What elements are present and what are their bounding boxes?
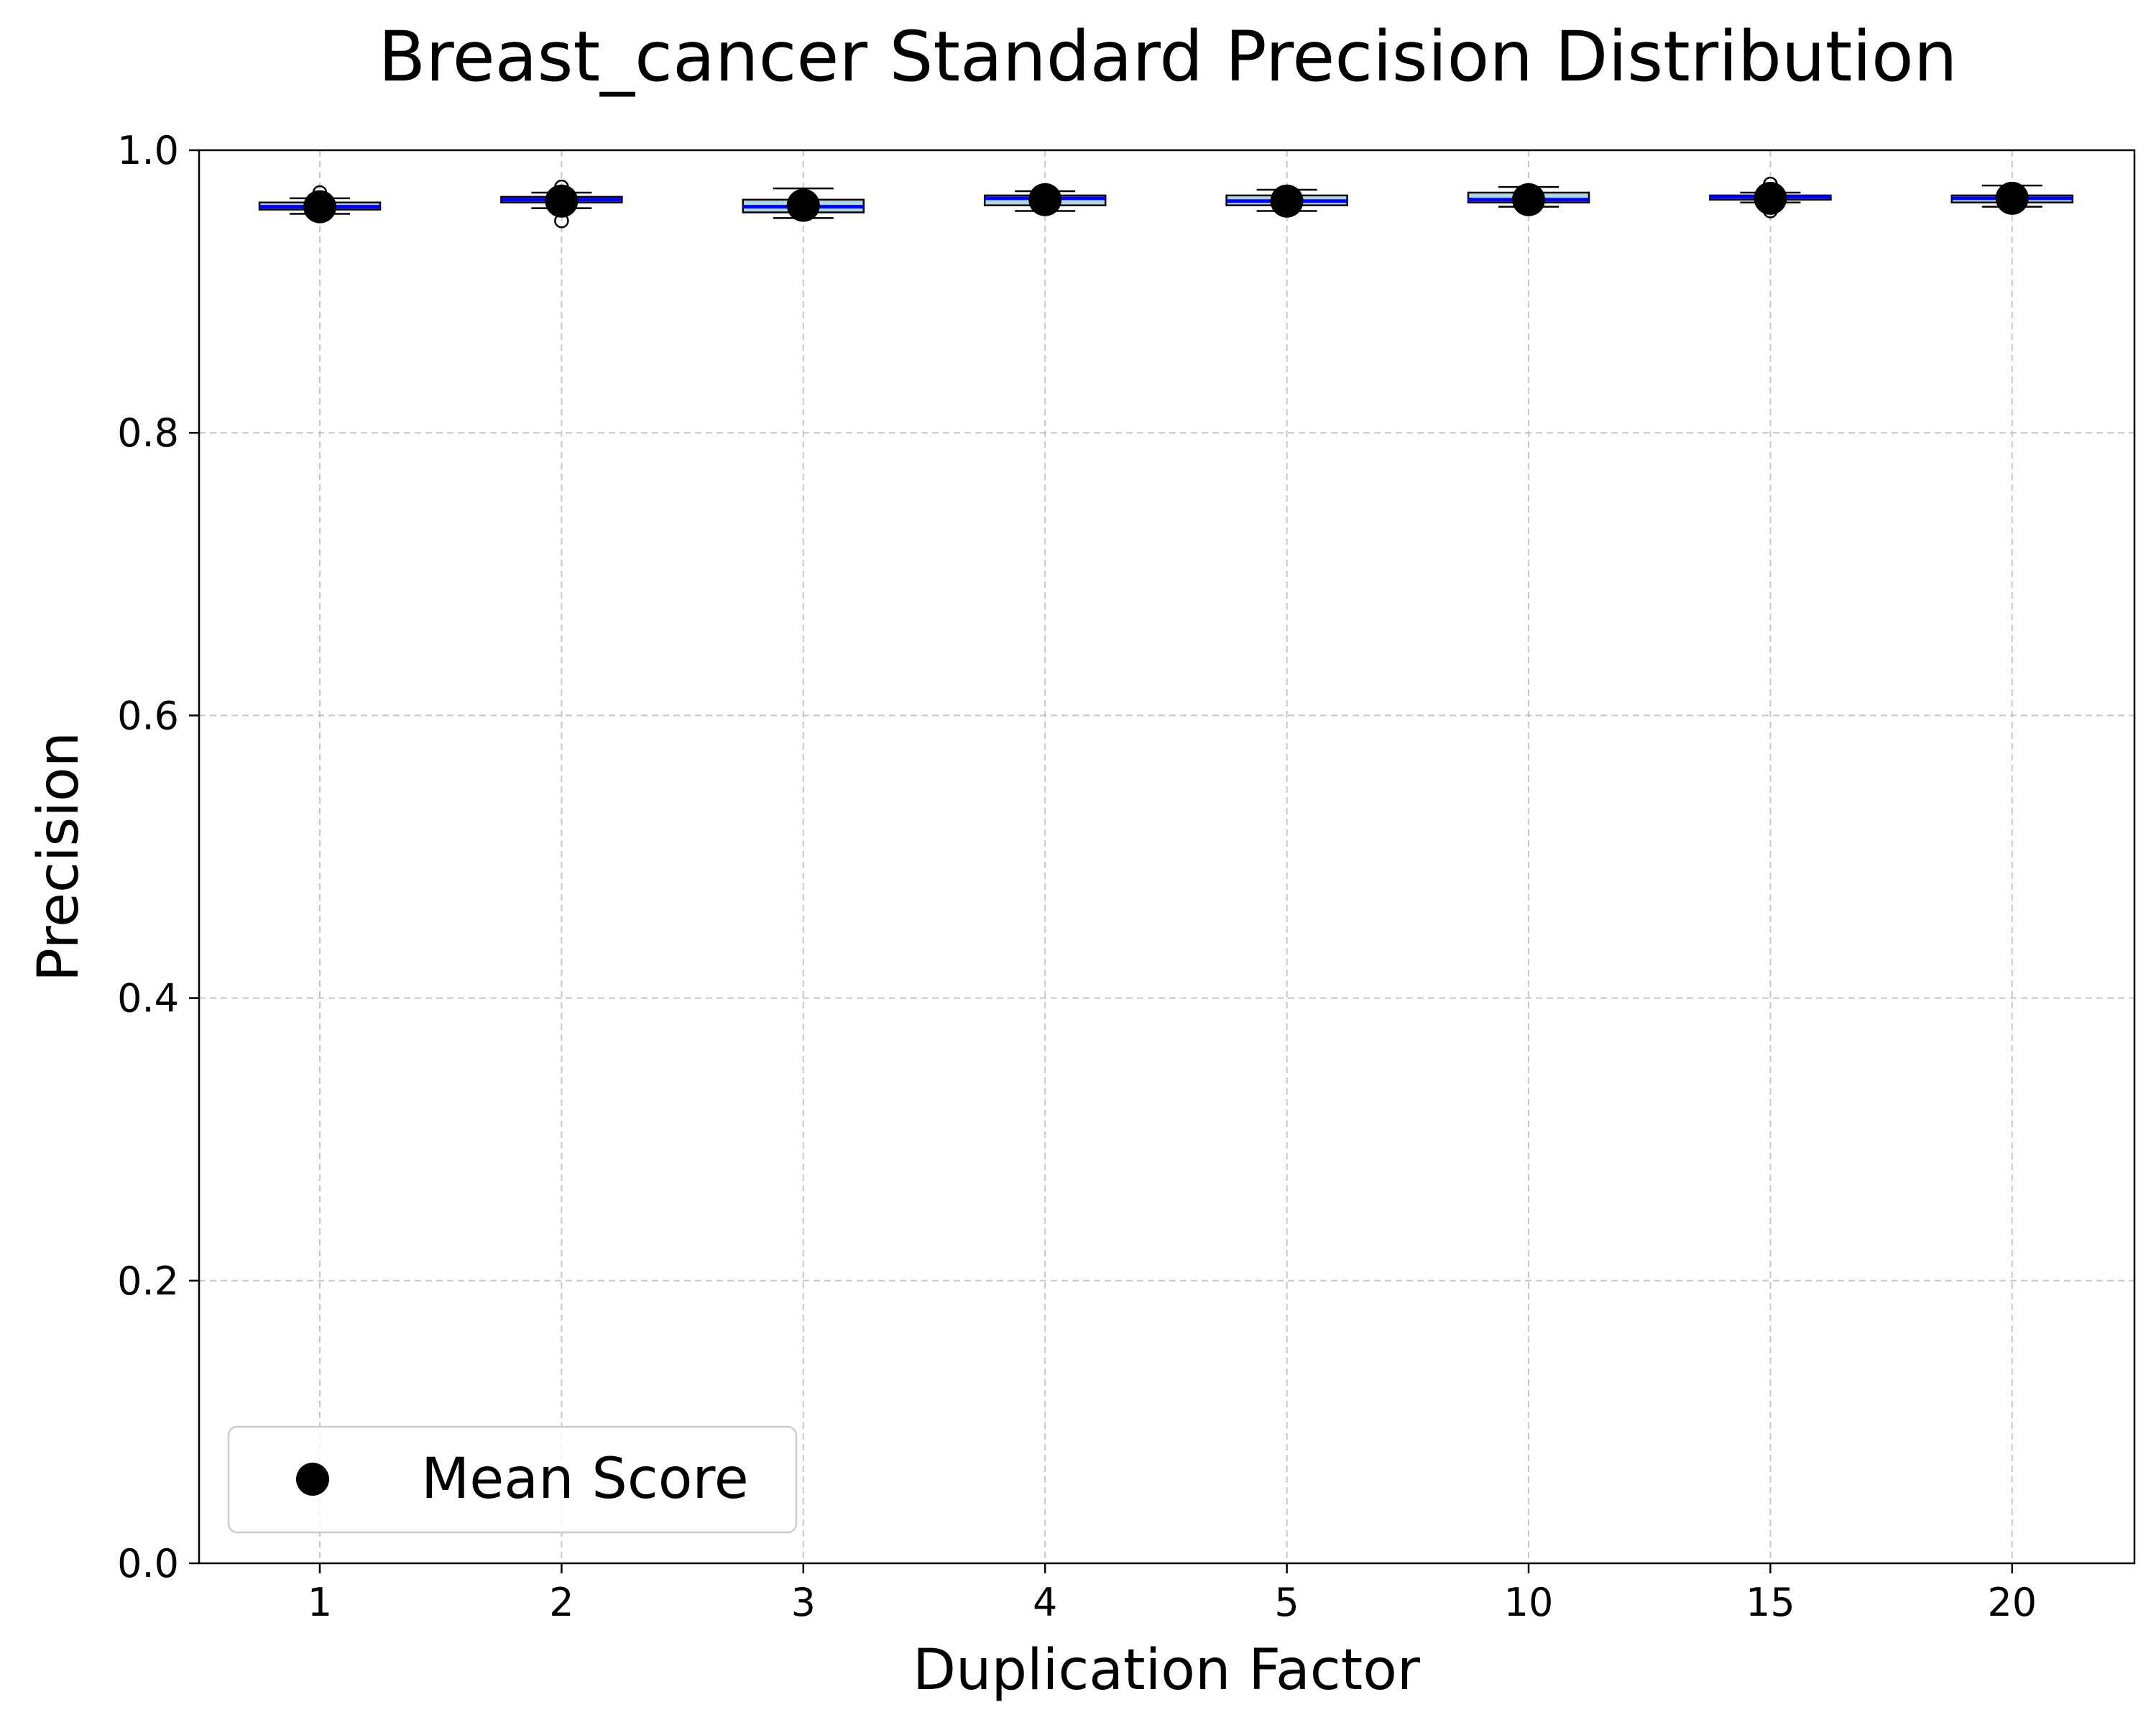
box-group-20 (1950, 181, 2074, 215)
x-tick-label: 1 (308, 1580, 332, 1625)
legend-frame (227, 1425, 798, 1534)
box-group-5 (1225, 184, 1348, 218)
box-layer (258, 176, 2074, 229)
legend-mean-marker (296, 1463, 329, 1496)
mean-point (1754, 181, 1787, 215)
mean-point (1270, 184, 1304, 218)
x-tick-label: 4 (1033, 1580, 1057, 1625)
y-tick-label: 0.4 (117, 976, 179, 1021)
x-tick-label: 20 (1987, 1580, 2037, 1625)
box-group-2 (500, 179, 623, 229)
chart-title: Breast_cancer Standard Precision Distrib… (378, 17, 1957, 97)
box-group-15 (1709, 176, 1832, 218)
box-group-1 (258, 185, 382, 224)
x-tick-label: 5 (1274, 1580, 1299, 1625)
plot-frame (198, 149, 2136, 1565)
y-tick-label: 1.0 (117, 128, 179, 173)
x-tick-label: 3 (791, 1580, 816, 1625)
x-tick-label: 2 (549, 1580, 573, 1625)
box-group-10 (1467, 183, 1590, 216)
mean-point (545, 184, 579, 218)
mean-point (303, 190, 336, 224)
box-group-4 (983, 183, 1107, 216)
mean-point (786, 188, 820, 222)
grid-lines (199, 150, 2134, 1564)
axes: 0.0 0.2 0.4 0.6 0.8 1.0 1 2 3 4 5 10 15 20 (117, 128, 2037, 1625)
mean-point (1995, 181, 2029, 215)
x-axis-label: Duplication Factor (913, 1638, 1421, 1703)
y-tick-label: 0.0 (117, 1541, 179, 1586)
mean-point (1028, 183, 1062, 216)
x-tick-label: 10 (1504, 1580, 1554, 1625)
legend: Mean Score (227, 1425, 798, 1534)
y-tick-label: 0.2 (117, 1259, 179, 1304)
x-tick-label: 15 (1746, 1580, 1795, 1625)
y-tick-label: 0.6 (117, 693, 179, 738)
legend-label: Mean Score (421, 1447, 749, 1512)
mean-point (1512, 183, 1545, 216)
box-group-3 (742, 187, 865, 222)
y-tick-label: 0.8 (117, 410, 179, 456)
y-axis-label: Precision (27, 732, 91, 982)
